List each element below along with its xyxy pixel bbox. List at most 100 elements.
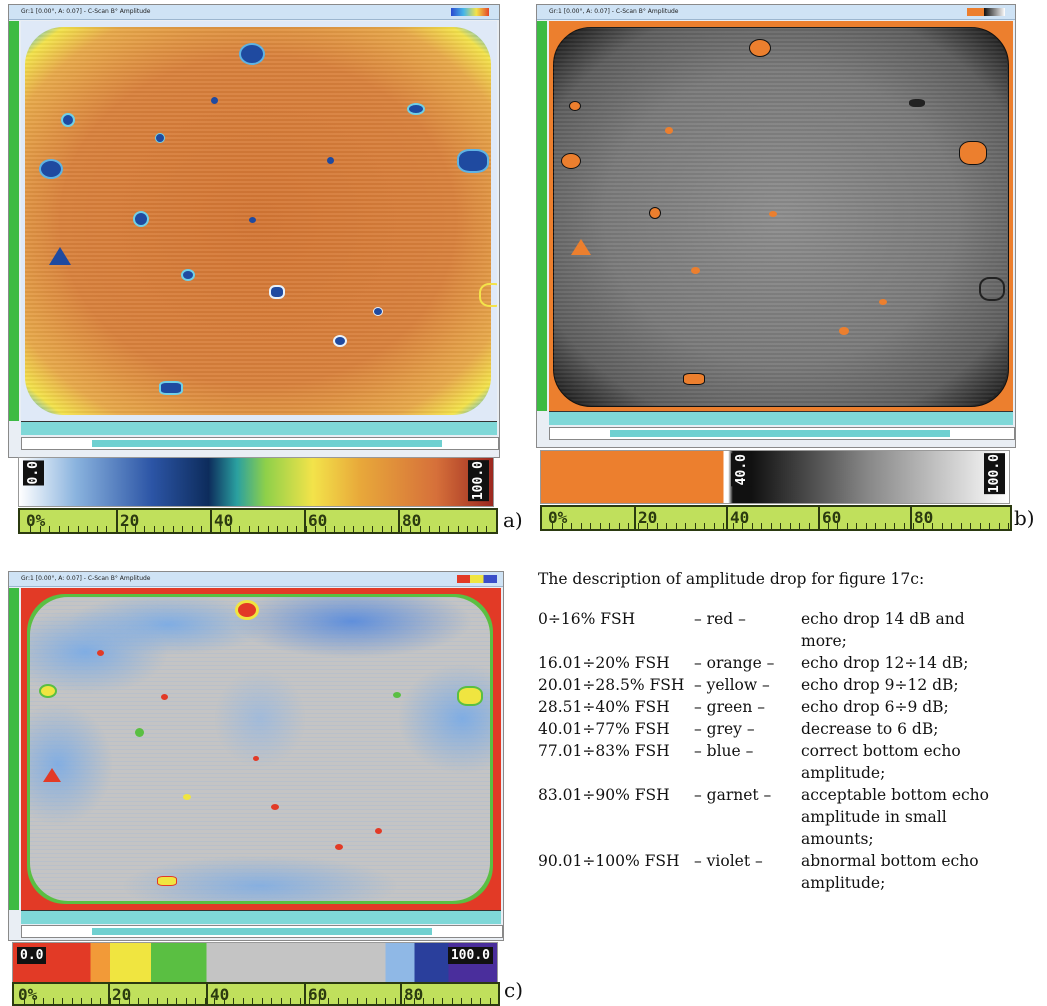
defect-indication (271, 804, 279, 810)
scale-tick (609, 523, 610, 529)
fsh-range: 28.51÷40% FSH (538, 698, 670, 716)
cscan-window-b: Gr:1 [0.00°, A: 0.07] - C-Scan B° Amplit… (536, 4, 1016, 448)
echo-meaning: echo drop 14 dB and more; (801, 610, 965, 650)
scale-tick (163, 526, 164, 532)
scale-tick (334, 526, 335, 532)
defect-indication (157, 876, 177, 886)
scale-tick (429, 526, 430, 532)
scale-tick (110, 998, 111, 1004)
scan-ruler-left-b (537, 21, 547, 411)
scale-tick (771, 523, 772, 529)
window-title-c: Gr:1 [0.00°, A: 0.07] - C-Scan B° Amplit… (9, 572, 503, 587)
scale-label: 20 (120, 511, 140, 530)
scale-tick (970, 523, 971, 529)
defect-indication (373, 307, 383, 316)
scale-tick (53, 998, 54, 1004)
echo-meaning: acceptable bottom echo amplitude in smal… (801, 786, 989, 848)
scale-tick (68, 526, 69, 532)
defect-indication (375, 828, 382, 834)
defect-indication (43, 768, 61, 782)
palette-max-label: 100.0 (984, 453, 1005, 495)
scale-tick (262, 998, 263, 1004)
scale-label: 20 (112, 985, 132, 1004)
scale-tick (290, 998, 291, 1004)
scale-tick (932, 523, 933, 529)
palette-max-label: 100.0 (447, 947, 493, 964)
scale-tick (205, 998, 206, 1004)
cscan-image-c (21, 588, 501, 910)
scale-label: 80 (914, 508, 934, 527)
scale-tick (258, 526, 259, 532)
scale-tick (306, 526, 307, 532)
scale-tick (154, 526, 155, 532)
color-palette-c: 0.0 100.0 (12, 942, 498, 984)
fsh-range: 40.01÷77% FSH (538, 720, 670, 738)
palette-swatch-b (965, 5, 1005, 19)
scale-tick (420, 526, 421, 532)
scale-tick (186, 998, 187, 1004)
scale-tick (404, 998, 405, 1004)
description-row: 0÷16% FSH – red – echo drop 14 dB and more… (538, 608, 1018, 652)
fsh-range: 0÷16% FSH (538, 610, 636, 628)
scale-tick (647, 523, 648, 529)
defect-indication (665, 127, 673, 134)
scale-tick (885, 523, 886, 529)
scale-tick (24, 998, 25, 1004)
defect-indication (979, 277, 1005, 301)
scale-tick (300, 998, 301, 1004)
defect-indication (161, 694, 168, 700)
scale-tick (81, 998, 82, 1004)
color-name: – red – (694, 610, 746, 628)
color-name: – violet – (694, 852, 763, 870)
scale-tick (433, 998, 434, 1004)
scale-tick (581, 523, 582, 529)
scale-tick (733, 523, 734, 529)
scale-tick (856, 523, 857, 529)
scale-tick (315, 526, 316, 532)
defect-indication (683, 373, 705, 385)
scale-tick (328, 998, 329, 1004)
scale-tick (1008, 523, 1009, 529)
scale-tick (391, 526, 392, 532)
scale-tick (319, 998, 320, 1004)
defect-indication (235, 600, 259, 620)
scale-tick (961, 523, 962, 529)
scale-tick (49, 526, 50, 532)
echo-meaning: echo drop 12÷14 dB; (801, 654, 969, 672)
scale-tick (480, 998, 481, 1004)
defect-indication (749, 39, 771, 57)
scale-tick (439, 526, 440, 532)
cscan-window-c: Gr:1 [0.00°, A: 0.07] - C-Scan B° Amplit… (8, 571, 504, 941)
scale-tick (192, 526, 193, 532)
amplitude-scale-c: 0% 20 40 60 80 (12, 982, 500, 1006)
scale-tick (325, 526, 326, 532)
x-axis-ruler-c (21, 910, 501, 924)
scale-tick (989, 523, 990, 529)
amplitude-description: The description of amplitude drop for fi… (538, 568, 1018, 894)
scale-tick (452, 998, 453, 1004)
scale-tick (942, 523, 943, 529)
scale-tick (571, 523, 572, 529)
scale-tick (695, 523, 696, 529)
defect-indication (909, 99, 925, 107)
scale-tick (382, 526, 383, 532)
scale-tick (157, 998, 158, 1004)
defect-indication (479, 283, 497, 307)
scale-tick (220, 526, 221, 532)
scale-tick (138, 998, 139, 1004)
fsh-range: 77.01÷83% FSH (538, 742, 670, 760)
scale-tick (951, 523, 952, 529)
amplitude-scale-b: 0% 20 40 60 80 (540, 505, 1012, 531)
scale-tick (59, 526, 60, 532)
scale-tick (366, 998, 367, 1004)
scale-tick (799, 523, 800, 529)
scale-tick (904, 523, 905, 529)
scale-label: 40 (214, 511, 234, 530)
scale-tick (458, 526, 459, 532)
palette-min-label: 0.0 (17, 947, 47, 964)
scale-tick (116, 526, 117, 532)
scale-tick (182, 526, 183, 532)
scale-tick (243, 998, 244, 1004)
scale-tick (201, 526, 202, 532)
scale-tick (372, 526, 373, 532)
